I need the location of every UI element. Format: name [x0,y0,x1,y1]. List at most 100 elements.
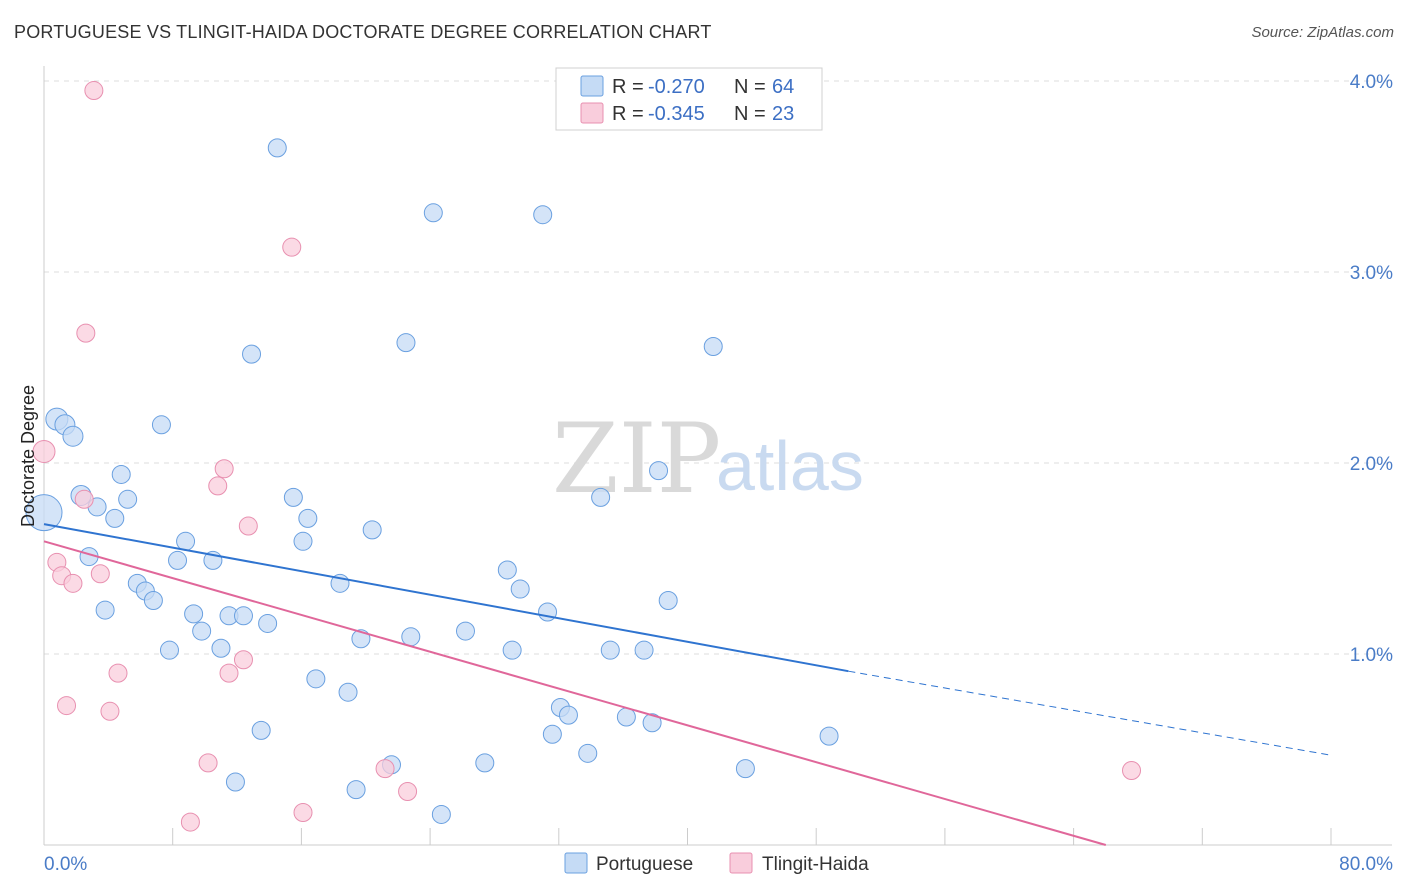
point-portuguese-63 [819,726,839,746]
point-tlingit-haida-20 [375,759,395,779]
point-portuguese-35 [346,780,366,800]
point-portuguese-14 [151,415,171,435]
point-portuguese-32 [306,669,326,689]
point-portuguese-39 [396,333,416,353]
point-portuguese-60 [658,591,678,611]
trend-line-portuguese-extension [848,670,1332,756]
point-portuguese-37 [362,520,382,540]
legend-r-value-tlingit-haida: -0.345 [648,103,705,125]
legend-r-label-portuguese: R = [612,76,644,98]
point-portuguese-17 [176,531,196,551]
point-portuguese-27 [258,613,278,633]
point-portuguese-25 [242,344,262,364]
trend-line-tlingit-haida [43,540,1107,846]
point-portuguese-13 [143,591,163,611]
chart-source: Source: ZipAtlas.com [1251,24,1394,41]
point-portuguese-9 [111,464,131,484]
point-portuguese-47 [510,579,530,599]
point-portuguese-58 [642,713,662,733]
point-tlingit-haida-13 [208,476,228,496]
point-tlingit-haida-19 [293,803,313,823]
point-portuguese-57 [634,640,654,660]
point-tlingit-haida-6 [76,323,96,343]
point-tlingit-haida-16 [233,650,253,670]
watermark: ZIP atlas [552,403,864,515]
point-portuguese-23 [225,772,245,792]
point-tlingit-haida-3 [57,696,77,716]
chart-title: PORTUGUESE VS TLINGIT-HAIDA DOCTORATE DE… [14,22,712,42]
point-portuguese-28 [267,138,287,158]
point-portuguese-34 [338,682,358,702]
point-tlingit-haida-17 [238,516,258,536]
point-portuguese-48 [533,205,553,225]
point-portuguese-19 [192,621,212,641]
legend-r-label-tlingit-haida: R = [612,103,644,125]
series-legend-label-portuguese: Portuguese [596,854,693,875]
point-tlingit-haida-12 [198,753,218,773]
point-portuguese-31 [298,508,318,528]
data-points [25,81,1142,832]
point-portuguese-44 [475,753,495,773]
point-tlingit-haida-14 [214,459,234,479]
x-tick-labels: 0.0% 80.0% [44,854,1393,875]
legend-swatch-tlingit-haida [580,102,604,124]
point-tlingit-haida-21 [398,782,418,802]
point-portuguese-52 [558,705,578,725]
point-tlingit-haida-15 [219,663,239,683]
point-tlingit-haida-11 [180,812,200,832]
point-portuguese-7 [95,600,115,620]
stats-legend: R = -0.270 N = 64 R = -0.345 N = 23 [555,67,823,131]
point-portuguese-15 [159,640,179,660]
watermark-zip: ZIP [552,403,721,515]
point-portuguese-61 [703,336,723,356]
series-legend-label-tlingit-haida: Tlingit-Haida [762,854,869,875]
legend-n-label-tlingit-haida: N = [734,103,766,125]
point-portuguese-18 [184,604,204,624]
point-tlingit-haida-18 [282,237,302,257]
point-portuguese-59 [649,461,669,481]
point-portuguese-40 [401,627,421,647]
legend-swatch-portuguese [580,75,604,97]
point-portuguese-42 [431,804,451,824]
x-tick-label-1: 80.0% [1339,854,1393,875]
point-portuguese-24 [233,606,253,626]
point-tlingit-haida-4 [63,573,83,593]
y-axis-label: Doctorate Degree [18,385,38,527]
legend-n-label-portuguese: N = [734,76,766,98]
point-portuguese-21 [211,638,231,658]
point-portuguese-55 [600,640,620,660]
x-tick-label-0: 0.0% [44,854,87,875]
point-portuguese-16 [168,550,188,570]
point-portuguese-53 [578,743,598,763]
series-legend-swatch-tlingit-haida [729,852,753,874]
point-portuguese-26 [251,720,271,740]
point-portuguese-8 [105,508,125,528]
point-portuguese-45 [497,560,517,580]
point-portuguese-54 [591,487,611,507]
legend-n-value-portuguese: 64 [772,76,794,98]
y-tick-label-1: 2.0% [1350,454,1393,475]
point-tlingit-haida-10 [108,663,128,683]
point-portuguese-62 [735,759,755,779]
y-tick-label-2: 3.0% [1350,263,1393,284]
point-tlingit-haida-8 [90,564,110,584]
y-tick-label-0: 1.0% [1350,645,1393,666]
point-tlingit-haida-0 [32,440,56,464]
legend-n-value-tlingit-haida: 23 [772,103,794,125]
point-tlingit-haida-7 [84,81,104,101]
point-portuguese-56 [616,707,636,727]
series-legend-swatch-portuguese [564,852,588,874]
grid-lines [44,80,1392,655]
point-portuguese-50 [542,724,562,744]
point-portuguese-10 [118,489,138,509]
y-tick-labels: 1.0% 2.0% 3.0% 4.0% [1350,72,1393,666]
point-tlingit-haida-5 [74,489,94,509]
trend-line-portuguese [43,523,849,673]
point-portuguese-43 [455,621,475,641]
point-portuguese-29 [283,487,303,507]
point-tlingit-haida-9 [100,701,120,721]
point-portuguese-41 [423,203,443,223]
trend-lines [43,523,1332,846]
watermark-atlas: atlas [716,427,864,505]
